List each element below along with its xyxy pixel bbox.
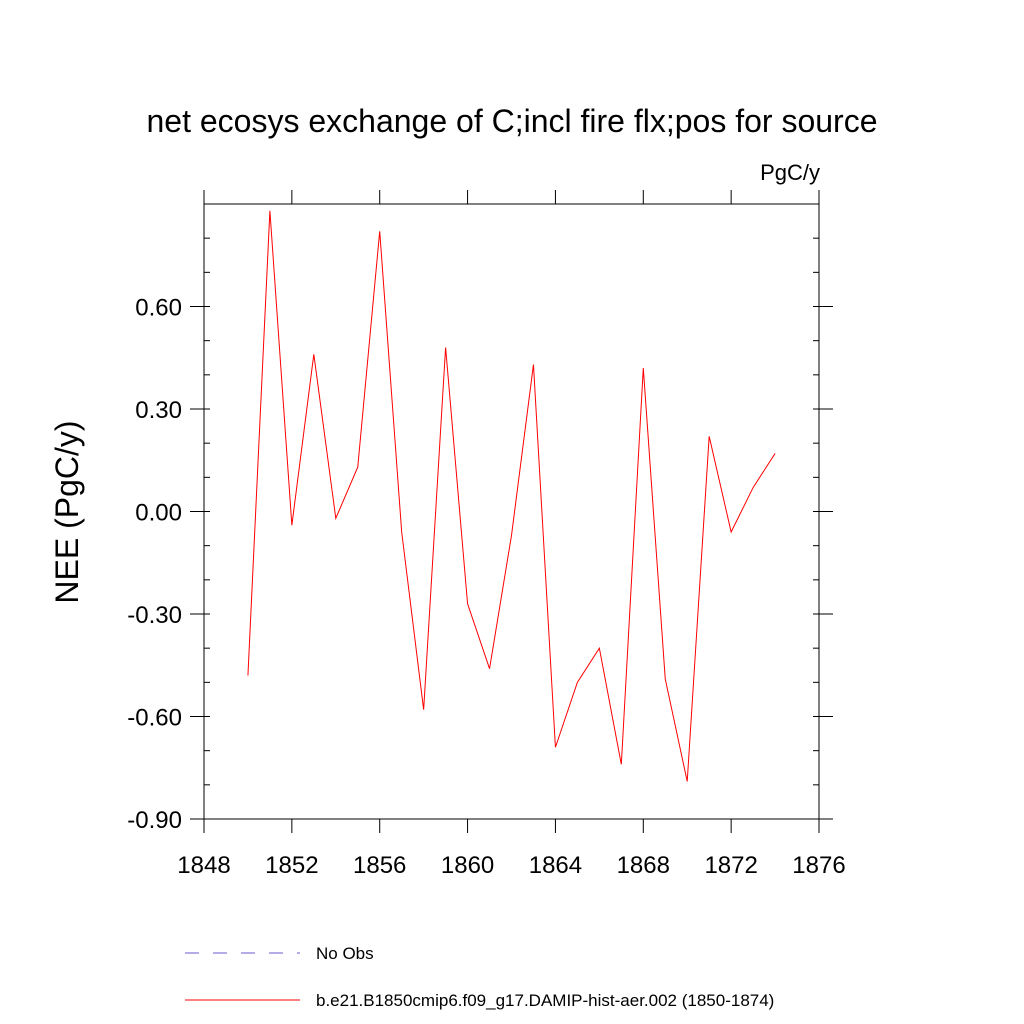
chart-title: net ecosys exchange of C;incl fire flx;p… xyxy=(146,103,877,139)
y-tick-label: -0.30 xyxy=(127,602,182,629)
legend-label-model-run: b.e21.B1850cmip6.f09_g17.DAMIP-hist-aer.… xyxy=(316,991,774,1010)
series-line-0 xyxy=(247,210,776,782)
y-axis-label: NEE (PgC/y) xyxy=(49,420,85,603)
x-axis: 1848 1852 1856 1860 1864 1868 1872 1876 xyxy=(177,190,846,879)
y-tick-label: 0.30 xyxy=(135,397,182,424)
y-tick-label: -0.90 xyxy=(127,807,182,834)
minor-ticks xyxy=(204,203,819,820)
x-tick-label: 1864 xyxy=(529,852,582,879)
y-axis: -0.90 -0.60 -0.30 0.00 0.30 0.60 xyxy=(127,295,833,834)
y-tick-label: 0.00 xyxy=(135,500,182,527)
x-tick-label: 1856 xyxy=(353,852,406,879)
x-tick-label: 1876 xyxy=(792,852,845,879)
y-tick-label: -0.60 xyxy=(127,705,182,732)
units-label: PgC/y xyxy=(760,160,820,185)
x-tick-label: 1852 xyxy=(265,852,318,879)
legend: No Obs b.e21.B1850cmip6.f09_g17.DAMIP-hi… xyxy=(185,944,774,1010)
legend-label-no-obs: No Obs xyxy=(316,944,374,963)
x-tick-label: 1872 xyxy=(704,852,757,879)
x-tick-label: 1868 xyxy=(617,852,670,879)
x-tick-label: 1860 xyxy=(441,852,494,879)
series-layer xyxy=(247,210,776,782)
x-tick-label: 1848 xyxy=(177,852,230,879)
y-tick-label: 0.60 xyxy=(135,295,182,322)
